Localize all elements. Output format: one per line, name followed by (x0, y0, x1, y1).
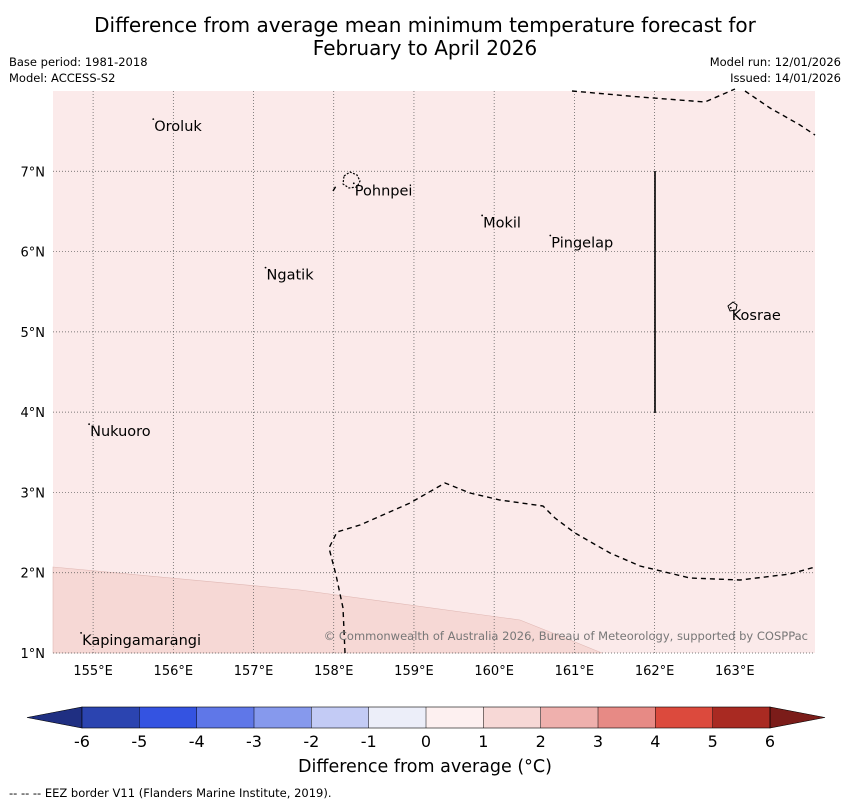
colorbar-segment-9 (598, 707, 656, 728)
lon-tick-label: 155°E (73, 664, 113, 679)
colorbar-tick-label: 1 (478, 732, 488, 751)
colorbar-segment-7 (483, 707, 541, 728)
base-period: Base period: 1981-2018 (9, 55, 148, 69)
colorbar-tick-label: 6 (765, 732, 775, 751)
colorbar-segment-6 (426, 707, 484, 728)
graticule (53, 91, 815, 654)
model-name: Model: ACCESS-S2 (9, 71, 116, 85)
meta-right: Model run: 12/01/2026 Issued: 14/01/2026 (710, 54, 841, 86)
pohnpei-island (342, 171, 361, 189)
colorbar-segment-5 (368, 707, 426, 728)
lon-tick-label: 157°E (234, 664, 274, 679)
place-label: Nukuoro (90, 424, 151, 440)
place-marker (481, 214, 484, 217)
kosrae-island (727, 301, 738, 312)
eez-border-south (328, 482, 816, 654)
colorbar-segment-1 (139, 707, 197, 728)
lat-tick-label: 4°N (21, 406, 46, 421)
colorbar: -6 -5 -4 -3 -2 -1 0 1 2 3 4 5 6 (26, 706, 826, 751)
map-panel: Oroluk Pohnpei Mokil Pingelap Ngatik Kosrae Nu… (21, 88, 816, 679)
model-run: Model run: 12/01/2026 (709, 55, 841, 69)
place-label: Ngatik (267, 268, 315, 284)
colorbar-segment-8 (540, 707, 598, 728)
lat-tick-label: 7°N (21, 165, 46, 180)
place-label: Mokil (483, 215, 521, 231)
colorbar-tick-label: 4 (650, 732, 660, 751)
copyright-notice: © Commonwealth of Australia 2026, Bureau… (324, 629, 808, 643)
colorbar-extend-high (769, 706, 826, 729)
place-marker (80, 632, 82, 634)
lon-tick-label: 161°E (555, 664, 595, 679)
eez-borders (328, 88, 816, 654)
colorbar-tick-label: -5 (131, 732, 147, 751)
colorbar-label: Difference from average (°C) (298, 757, 552, 777)
eez-border-north (571, 88, 816, 136)
colorbar-segment-3 (254, 707, 312, 728)
place-marker (729, 306, 732, 309)
colorbar-tick-label: -1 (361, 732, 377, 751)
issued-date: Issued: 14/01/2026 (730, 71, 841, 85)
colorbar-tick-label: -3 (246, 732, 262, 751)
colorbar-tick-label: 5 (708, 732, 718, 751)
place-marker (549, 234, 552, 237)
lon-tick-label: 160°E (474, 664, 514, 679)
lon-tick-label: 158°E (314, 664, 354, 679)
place-label: Kapingamarangi (82, 633, 201, 649)
lon-tick-label: 163°E (715, 664, 755, 679)
lat-tick-label: 5°N (21, 326, 46, 341)
axis-ticks: 155°E 156°E 157°E 158°E 159°E 160°E 161°E 162°E… (21, 165, 755, 679)
lat-tick-label: 3°N (21, 486, 46, 501)
place-label: Oroluk (154, 119, 202, 135)
lat-tick-label: 1°N (21, 647, 46, 662)
colorbar-segment-4 (311, 707, 369, 728)
lon-tick-label: 156°E (154, 664, 194, 679)
eez-note: -- -- -- EEZ border V11 (Flanders Marine… (9, 786, 332, 800)
colorbar-segment-11 (712, 707, 770, 728)
map-background-fill (53, 91, 815, 653)
place-label: Kosrae (732, 308, 781, 324)
lat-tick-label: 2°N (21, 567, 46, 582)
place-marker (88, 423, 90, 426)
colorbar-tick-label: -6 (74, 732, 90, 751)
title-line-1: Difference from average mean minimum tem… (94, 13, 756, 37)
lon-tick-label: 162°E (635, 664, 675, 679)
colorbar-segment-10 (655, 707, 713, 728)
colorbar-extend-low (26, 706, 83, 729)
place-label: Pingelap (551, 236, 613, 252)
place-labels: Oroluk Pohnpei Mokil Pingelap Ngatik Kosrae Nu… (80, 118, 781, 649)
colorbar-tick-label: -4 (189, 732, 205, 751)
place-marker (352, 182, 355, 185)
colorbar-tick-label: 2 (536, 732, 546, 751)
place-marker (152, 118, 155, 120)
place-marker (264, 266, 267, 269)
map-title: Difference from average mean minimum tem… (0, 14, 850, 60)
lon-tick-label: 159°E (394, 664, 434, 679)
colorbar-tick-label: -2 (303, 732, 319, 751)
lat-tick-label: 6°N (21, 246, 46, 261)
colorbar-tick-label: 0 (421, 732, 431, 751)
colorbar-segment-2 (196, 707, 254, 728)
place-label: Pohnpei (355, 183, 413, 199)
title-line-2: February to April 2026 (312, 36, 538, 60)
eez-border-pohnpei (332, 185, 337, 192)
meta-left: Base period: 1981-2018 Model: ACCESS-S2 (9, 54, 148, 86)
colorbar-segment-0 (82, 707, 140, 728)
colorbar-tick-label: 3 (593, 732, 603, 751)
